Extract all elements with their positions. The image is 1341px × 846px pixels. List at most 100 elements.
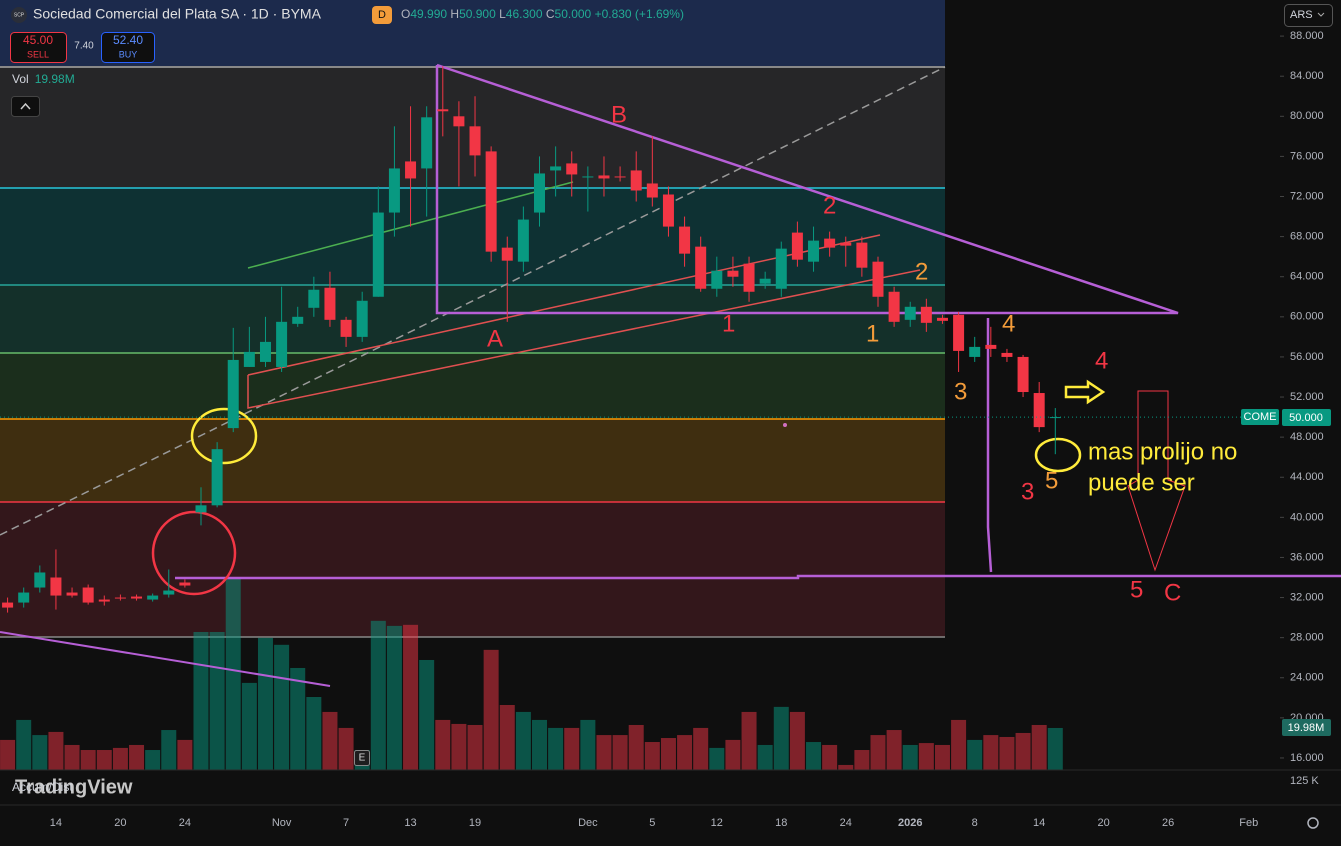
volume-bar: [596, 735, 612, 770]
candle-body: [517, 219, 529, 262]
logo-text: SCP: [14, 12, 25, 18]
volume-bar: [16, 719, 32, 770]
vertical-line: [986, 318, 993, 573]
candle-body: [98, 599, 110, 602]
sell-label[interactable]: SELL: [27, 49, 49, 59]
volume-bar: [274, 644, 290, 770]
candle-body: [550, 166, 562, 171]
candle-body: [1033, 393, 1045, 428]
annotation: 4: [1095, 347, 1108, 374]
candle-body: [66, 592, 78, 596]
x-tick-label: 24: [840, 817, 852, 829]
volume-badge: [1282, 719, 1331, 736]
volume-bar: [96, 750, 112, 770]
candle-body: [50, 577, 62, 596]
y-tick-label: 40.000: [1290, 511, 1324, 523]
candle-body: [630, 170, 642, 191]
ohlc-value: 50.900: [459, 7, 496, 21]
ohlc-key: H: [450, 7, 459, 21]
buy-price[interactable]: 52.40: [113, 33, 143, 47]
price-badge: [1282, 409, 1331, 426]
annotation: 2: [915, 258, 928, 285]
candle-body: [485, 151, 497, 252]
candle-body: [131, 596, 143, 599]
dropdown-icon[interactable]: [1317, 12, 1325, 17]
candle-body: [292, 316, 304, 324]
volume-bar: [306, 696, 322, 770]
y-tick-label: 48.000: [1290, 431, 1324, 443]
change: +0.830 (+1.69%): [595, 7, 684, 21]
event-text[interactable]: E: [359, 753, 366, 764]
sell-button[interactable]: [10, 32, 67, 63]
sell-price[interactable]: 45.00: [23, 33, 53, 47]
candle-body: [646, 183, 658, 198]
volume-bar: [290, 667, 306, 770]
candle-body: [163, 590, 175, 595]
arrow-down: [1127, 390, 1186, 572]
annotation: 5: [1130, 576, 1143, 603]
y-tick-label: 24.000: [1290, 672, 1324, 684]
volume-bar: [177, 739, 193, 770]
candles: [0, 66, 1280, 613]
currency-button[interactable]: [1284, 4, 1333, 27]
volume-bar: [80, 750, 96, 770]
y-tick-label: 32.000: [1290, 591, 1324, 603]
circle: [151, 510, 237, 596]
candle-body: [888, 291, 900, 322]
volume-bar: [886, 730, 902, 770]
candle-body: [114, 597, 126, 599]
y-tick-label: 36.000: [1290, 551, 1324, 563]
zone: [0, 502, 945, 637]
annotation: 3: [1021, 478, 1034, 505]
volume-bar: [338, 727, 354, 770]
annotation: 2: [823, 192, 836, 219]
y-tick-label: 56.000: [1290, 351, 1324, 363]
y-tick-label: 76.000: [1290, 150, 1324, 162]
x-tick-label: 12: [711, 817, 723, 829]
zone: [0, 0, 945, 67]
candle-body: [259, 341, 271, 362]
y-tick-label: 60.000: [1290, 311, 1324, 323]
candle-body: [372, 212, 384, 297]
volume-bar: [112, 747, 128, 770]
symbol-badge: [1241, 409, 1279, 425]
collapse-icon[interactable]: [20, 102, 31, 110]
annotation: B: [611, 101, 627, 128]
x-tick-label: 24: [179, 817, 191, 829]
candle-body: [743, 263, 755, 292]
x-tick-label: 13: [404, 817, 416, 829]
event-badge[interactable]: [354, 750, 370, 766]
annotations: B A 1 2 2 1 3 4 4 3 5 5 C mas prolijo no…: [487, 101, 1237, 606]
volume-bar: [531, 719, 547, 770]
y-tick-label: 80.000: [1290, 110, 1324, 122]
ohlc-key: C: [546, 7, 555, 21]
candle-body: [18, 592, 30, 603]
volume-bar: [660, 738, 676, 770]
candle-body: [1017, 356, 1029, 393]
volume-bar: [902, 744, 918, 770]
volume-bar: [64, 744, 80, 770]
volume-bar: [241, 682, 257, 770]
volume-bar: [628, 724, 644, 770]
buy-button[interactable]: [101, 32, 155, 63]
volume-bar: [838, 764, 854, 770]
volume-bar: [934, 744, 950, 770]
volume-bar: [967, 739, 983, 770]
x-tick-label: Dec: [578, 817, 598, 829]
volume-bar: [209, 631, 225, 770]
candle-body: [824, 238, 836, 248]
support-line: [175, 574, 1341, 580]
trend-line: [247, 269, 921, 409]
buy-label[interactable]: BUY: [119, 49, 138, 59]
candle-body: [2, 602, 14, 608]
collapse-button[interactable]: [11, 96, 40, 117]
logo: [11, 7, 27, 23]
volume-bar: [757, 744, 773, 770]
candle-body: [662, 194, 674, 227]
volume-bar: [951, 719, 967, 770]
settings-icon[interactable]: [1307, 817, 1319, 829]
currency[interactable]: ARS: [1290, 9, 1313, 21]
volume-bar: [1031, 724, 1047, 770]
candle-body: [533, 173, 545, 213]
volume-bar: [48, 731, 64, 770]
